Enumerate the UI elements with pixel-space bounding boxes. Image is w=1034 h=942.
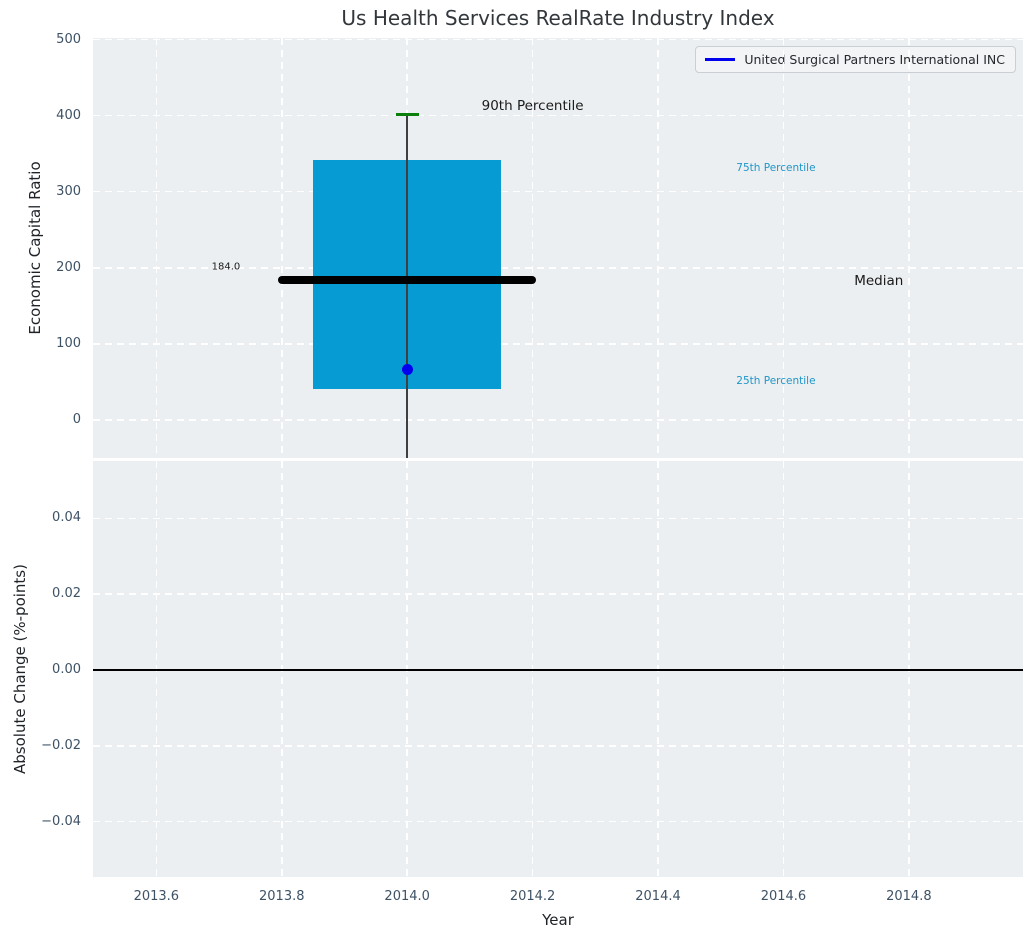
- y-gridline: [93, 593, 1023, 595]
- annotation-25th-percentile: 25th Percentile: [736, 375, 816, 388]
- x-gridline: [908, 38, 910, 458]
- x-gridline: [782, 38, 785, 458]
- legend-label: United Surgical Partners International I…: [744, 52, 1005, 67]
- x-tick-label: 2014.8: [886, 889, 932, 904]
- y-gridline: [93, 517, 1023, 519]
- whisker-line: [406, 114, 409, 458]
- y-gridline: [93, 38, 1023, 41]
- y-gridline: [93, 745, 1023, 747]
- annotation-75th-percentile: 75th Percentile: [736, 162, 816, 175]
- legend: United Surgical Partners International I…: [695, 46, 1016, 73]
- y-tick-label: 400: [56, 107, 81, 123]
- y-tick-label: −0.04: [41, 813, 81, 829]
- annotation-184-0: 184.0: [211, 261, 241, 273]
- x-tick-label: 2014.6: [760, 889, 807, 904]
- y-tick-label: −0.02: [41, 737, 81, 753]
- x-gridline: [281, 38, 283, 458]
- y-tick-label: 200: [56, 259, 81, 275]
- y-tick-label: 0.04: [52, 510, 81, 526]
- x-tick-label: 2014.4: [635, 889, 681, 904]
- x-gridline: [657, 38, 659, 458]
- x-tick-label: 2014.0: [384, 889, 430, 904]
- y-gridline: [93, 820, 1023, 823]
- chart-title: Us Health Services RealRate Industry Ind…: [341, 6, 775, 30]
- y-gridline: [93, 267, 1023, 269]
- p90-cap: [395, 112, 419, 116]
- x-tick-label: 2014.2: [509, 889, 556, 904]
- x-gridline: [531, 38, 534, 458]
- y-tick-label: 0.00: [52, 661, 81, 677]
- x-tick-label: 2013.8: [259, 889, 305, 904]
- annotation-median: Median: [854, 272, 904, 289]
- y-tick-label: 100: [56, 335, 81, 351]
- y-tick-label: 0: [72, 411, 81, 427]
- y-tick-label: 0.02: [52, 586, 81, 602]
- zero-change-line: [93, 668, 1023, 671]
- y-tick-label: 300: [56, 183, 81, 199]
- y-tick-label: 500: [56, 31, 81, 47]
- axes-economic-capital-ratio: United Surgical Partners International I…: [93, 38, 1023, 458]
- x-gridline: [155, 38, 158, 458]
- company-point: [401, 364, 413, 376]
- xlabel-year: Year: [542, 911, 574, 929]
- y-gridline: [93, 343, 1023, 345]
- median-line: [277, 275, 537, 284]
- axes-absolute-change: [93, 461, 1023, 877]
- annotation-90th-percentile: 90th Percentile: [481, 97, 584, 114]
- x-tick-label: 2013.6: [133, 889, 180, 904]
- y-gridline: [93, 419, 1023, 421]
- y-gridline: [93, 114, 1023, 117]
- legend-line-sample: [705, 58, 736, 61]
- y-gridline: [93, 190, 1023, 193]
